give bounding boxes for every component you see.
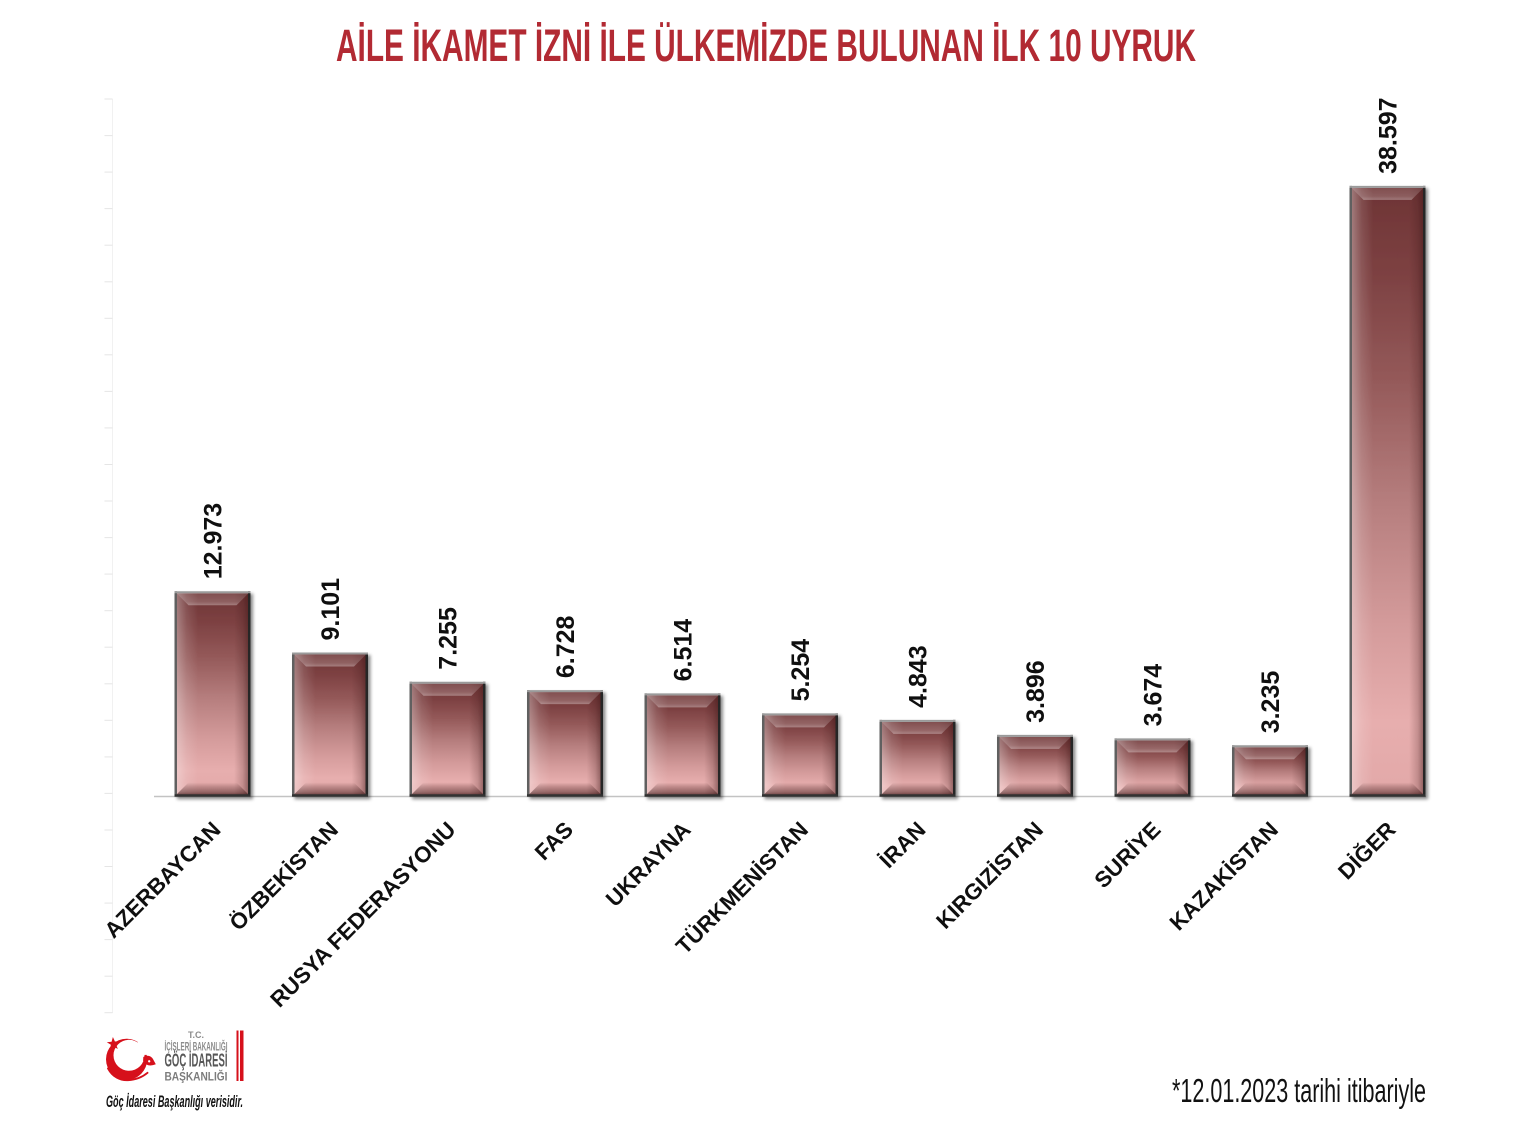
- svg-text:3.235: 3.235: [1257, 671, 1285, 734]
- svg-text:6.728: 6.728: [552, 615, 580, 678]
- svg-text:5.254: 5.254: [787, 639, 815, 702]
- svg-text:3.896: 3.896: [1022, 660, 1050, 723]
- svg-text:BAŞKANLIĞI: BAŞKANLIĞI: [165, 1069, 228, 1084]
- svg-text:AİLE İKAMET İZNİ İLE ÜLKEMİZDE: AİLE İKAMET İZNİ İLE ÜLKEMİZDE BULUNAN İ…: [336, 20, 1196, 71]
- svg-text:3.674: 3.674: [1140, 664, 1168, 727]
- svg-text:İÇİŞLERİ BAKANLIĞI: İÇİŞLERİ BAKANLIĞI: [165, 1039, 228, 1054]
- svg-text:Göç İdaresi Başkanlığı verisid: Göç İdaresi Başkanlığı verisidir.: [106, 1093, 243, 1111]
- svg-text:38.597: 38.597: [1375, 97, 1403, 173]
- svg-text:4.843: 4.843: [905, 645, 933, 708]
- svg-text:T.C.: T.C.: [188, 1030, 204, 1040]
- svg-text:9.101: 9.101: [317, 578, 345, 641]
- svg-text:12.973: 12.973: [200, 503, 228, 579]
- svg-text:GÖÇ İDARESİ: GÖÇ İDARESİ: [165, 1051, 228, 1071]
- svg-text:*12.01.2023 tarihi itibariyle: *12.01.2023 tarihi itibariyle: [1172, 1072, 1426, 1109]
- svg-text:7.255: 7.255: [435, 607, 463, 670]
- svg-text:6.514: 6.514: [670, 619, 698, 682]
